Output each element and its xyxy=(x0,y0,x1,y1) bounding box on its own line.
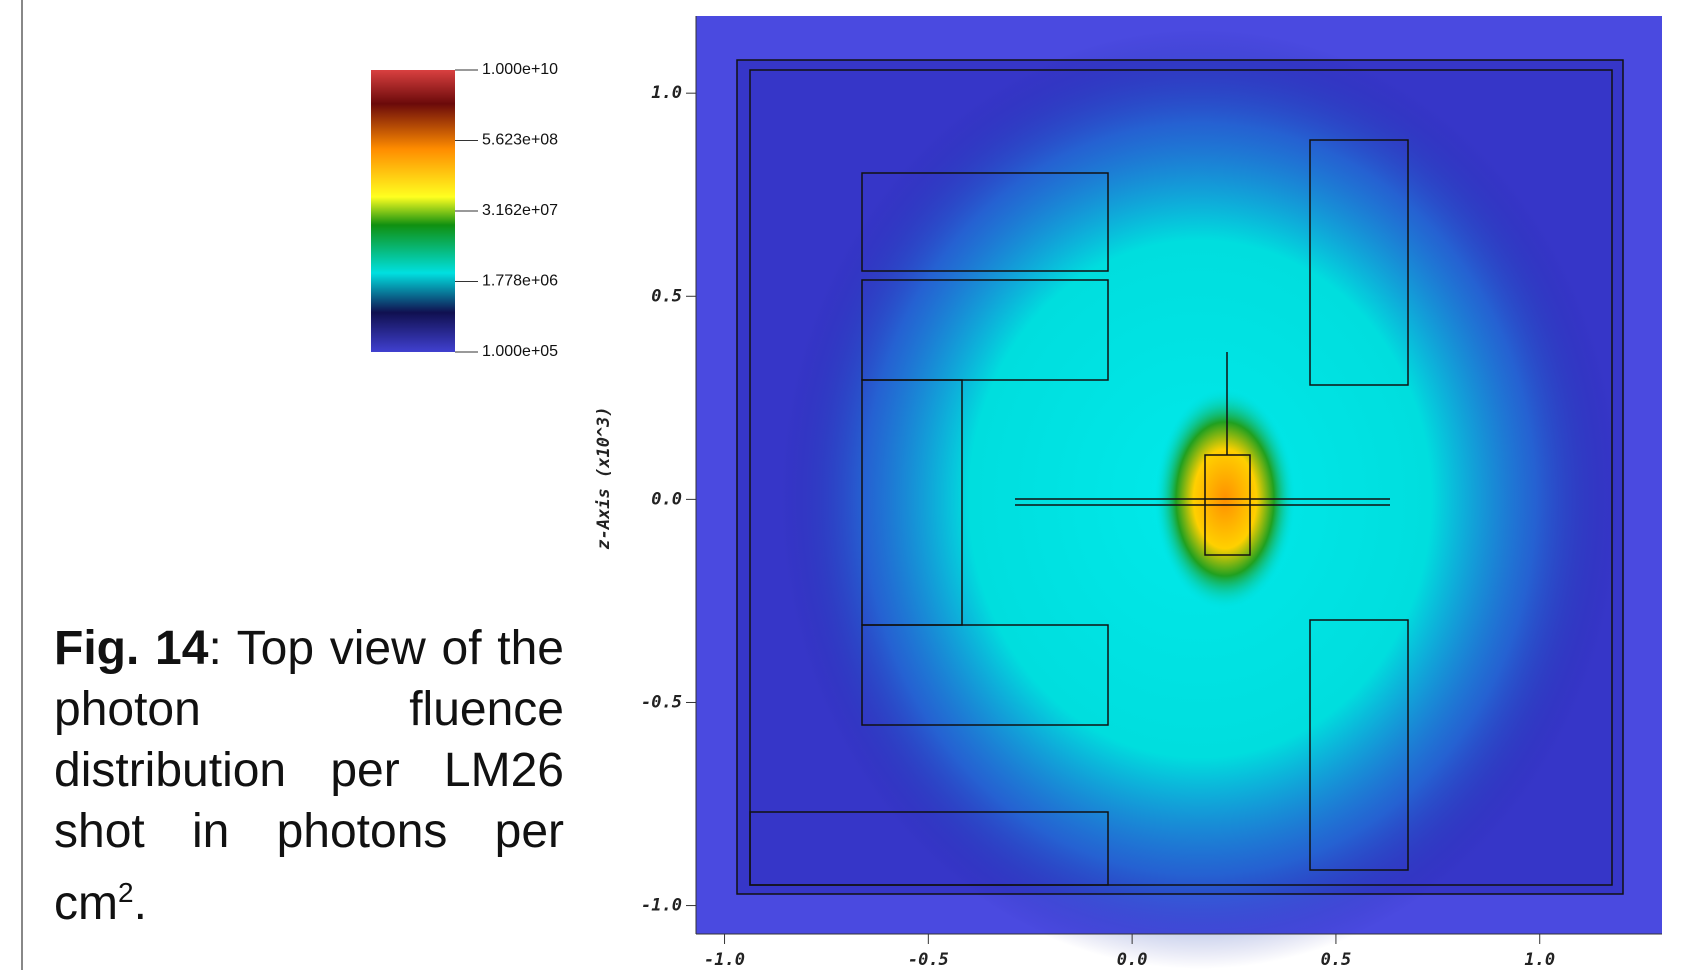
caption: Fig. 14: Top view of the photon fluence … xyxy=(54,618,564,934)
y-axis-label: z-Axis (x10^3) xyxy=(594,406,614,549)
colorbar-tick-label: 1.000e+05 xyxy=(482,343,558,360)
colorbar-tick-label: 1.778e+06 xyxy=(482,273,558,290)
caption-end: . xyxy=(133,877,147,930)
y-tick-label: 1.0 xyxy=(651,83,682,103)
x-tick-label: 1.0 xyxy=(1524,950,1555,970)
heatmap xyxy=(696,16,1662,969)
x-tick-label: 0.5 xyxy=(1321,950,1352,970)
y-tick-label: -0.5 xyxy=(641,692,682,712)
x-tick-label: 0.0 xyxy=(1117,950,1148,970)
caption-text: : Top view of the photon fluence distrib… xyxy=(54,622,564,930)
y-tick-label: 0.5 xyxy=(651,286,682,306)
x-tick-label: -0.5 xyxy=(908,950,949,970)
y-tick-label: -1.0 xyxy=(641,896,682,916)
colorbar-tick-label: 1.000e+10 xyxy=(482,61,558,78)
colorbar-tick-label: 3.162e+07 xyxy=(482,202,558,219)
y-tick-label: 0.0 xyxy=(651,489,682,509)
colorbar xyxy=(371,70,455,352)
colorbar-tick-label: 5.623e+08 xyxy=(482,132,558,149)
x-tick-label: -1.0 xyxy=(704,950,745,970)
caption-label: Fig. 14 xyxy=(54,622,209,675)
caption-superscript: 2 xyxy=(117,877,134,908)
